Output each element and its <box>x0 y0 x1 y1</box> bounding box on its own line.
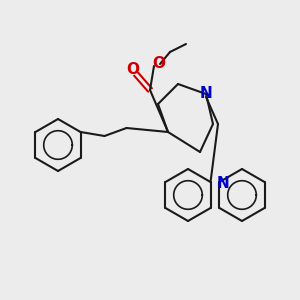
Text: O: O <box>152 56 166 71</box>
Text: N: N <box>200 86 212 101</box>
Text: N: N <box>217 176 229 191</box>
Text: O: O <box>127 62 140 77</box>
